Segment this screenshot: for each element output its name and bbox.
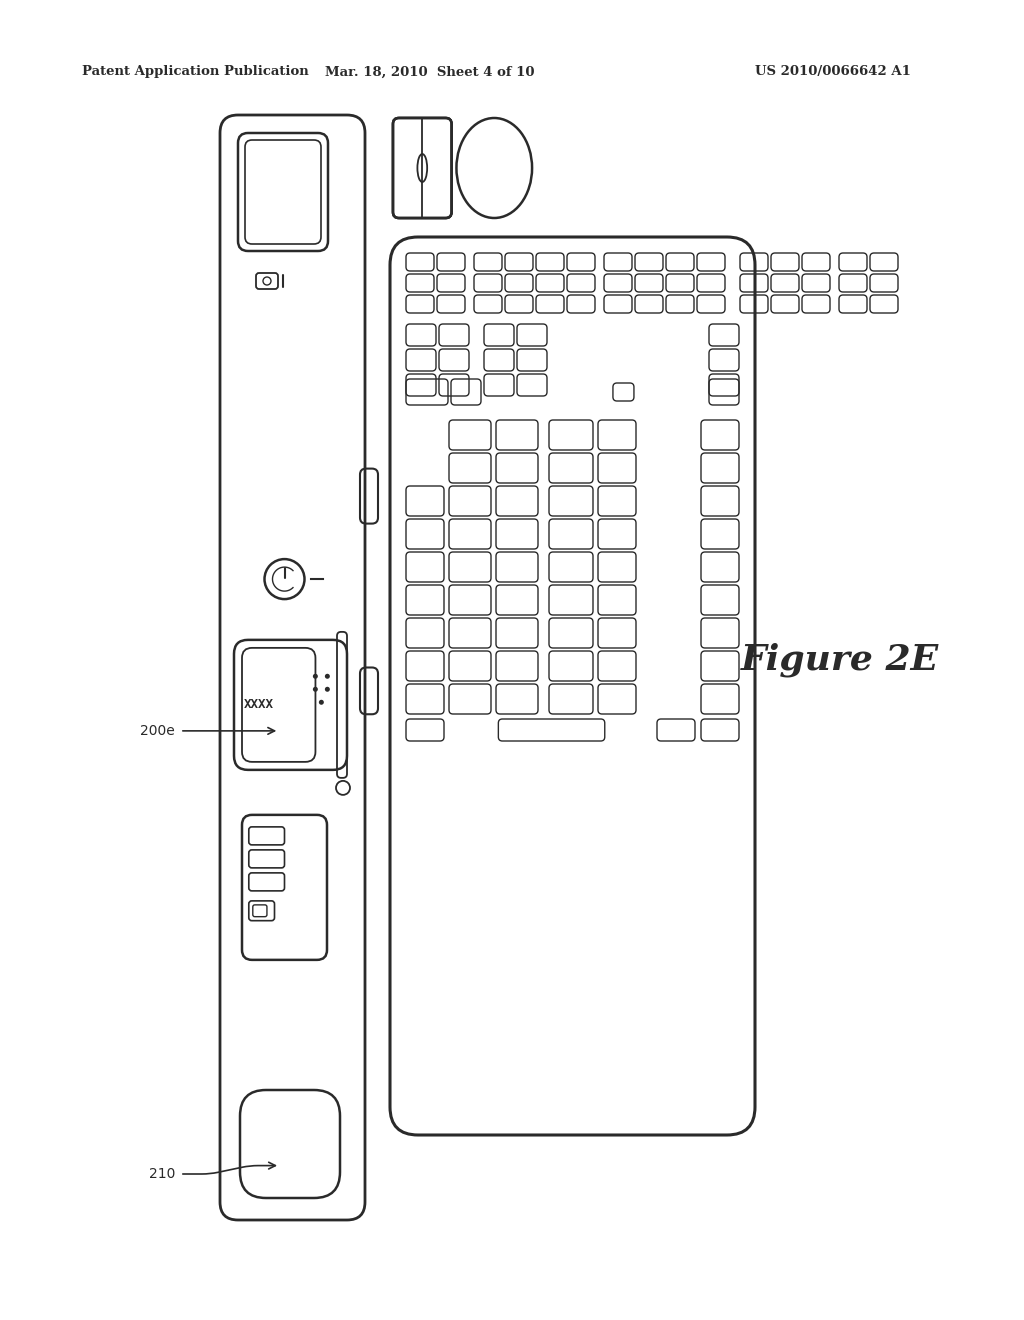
Circle shape <box>325 673 330 678</box>
Circle shape <box>325 686 330 692</box>
Text: 200e: 200e <box>140 723 175 738</box>
Circle shape <box>313 673 317 678</box>
Circle shape <box>318 700 324 705</box>
Text: Figure 2E: Figure 2E <box>741 643 939 677</box>
FancyBboxPatch shape <box>393 117 452 218</box>
Text: XXXX: XXXX <box>244 698 273 711</box>
Ellipse shape <box>457 117 532 218</box>
Text: 210: 210 <box>148 1167 175 1181</box>
Text: Patent Application Publication: Patent Application Publication <box>82 66 309 78</box>
Text: Mar. 18, 2010  Sheet 4 of 10: Mar. 18, 2010 Sheet 4 of 10 <box>326 66 535 78</box>
Text: US 2010/0066642 A1: US 2010/0066642 A1 <box>755 66 911 78</box>
Circle shape <box>313 686 317 692</box>
